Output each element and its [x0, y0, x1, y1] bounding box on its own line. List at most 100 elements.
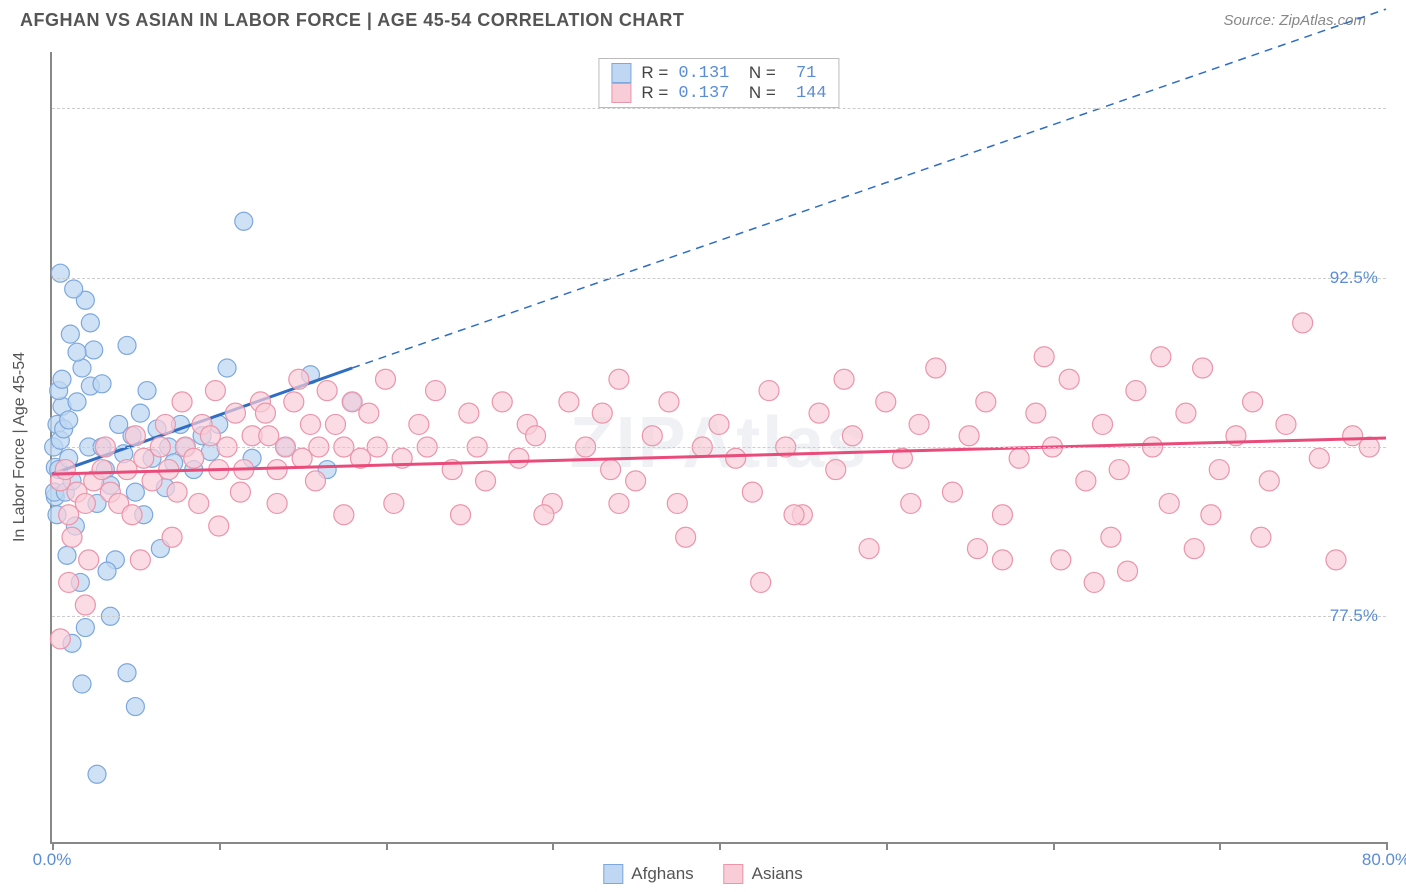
- scatter-point: [92, 460, 112, 480]
- scatter-point: [51, 264, 69, 282]
- scatter-point: [230, 482, 250, 502]
- gridline-horizontal: [52, 616, 1386, 617]
- scatter-point: [59, 572, 79, 592]
- legend-swatch: [611, 83, 631, 103]
- scatter-point: [126, 698, 144, 716]
- scatter-point: [659, 392, 679, 412]
- scatter-point: [826, 460, 846, 480]
- x-tick-label: 0.0%: [33, 850, 72, 870]
- scatter-point: [534, 505, 554, 525]
- scatter-point: [167, 482, 187, 502]
- scatter-point: [1293, 313, 1313, 333]
- scatter-point: [459, 403, 479, 423]
- plot-surface: 77.5%92.5%0.0%80.0%: [52, 52, 1386, 842]
- scatter-point: [1059, 369, 1079, 389]
- scatter-point: [751, 572, 771, 592]
- scatter-point: [842, 426, 862, 446]
- scatter-point: [235, 212, 253, 230]
- scatter-point: [317, 381, 337, 401]
- scatter-point: [155, 414, 175, 434]
- scatter-point: [959, 426, 979, 446]
- scatter-point: [68, 393, 86, 411]
- scatter-point: [1101, 527, 1121, 547]
- y-tick-label: 77.5%: [1330, 606, 1378, 626]
- x-tick: [1053, 842, 1055, 850]
- stat-r-value: 0.131: [678, 64, 729, 83]
- scatter-point: [1209, 460, 1229, 480]
- scatter-point: [130, 550, 150, 570]
- scatter-point: [409, 414, 429, 434]
- series-legend: AfghansAsians: [603, 864, 802, 884]
- scatter-point: [1151, 347, 1171, 367]
- scatter-point: [759, 381, 779, 401]
- scatter-point: [225, 403, 245, 423]
- x-tick-label: 80.0%: [1362, 850, 1406, 870]
- scatter-point: [75, 595, 95, 615]
- legend-swatch: [603, 864, 623, 884]
- scatter-point: [742, 482, 762, 502]
- y-tick-label: 92.5%: [1330, 268, 1378, 288]
- scatter-point: [1159, 493, 1179, 513]
- scatter-point: [876, 392, 896, 412]
- scatter-point: [305, 471, 325, 491]
- scatter-point: [609, 369, 629, 389]
- scatter-point: [676, 527, 696, 547]
- x-tick: [552, 842, 554, 850]
- scatter-point: [209, 516, 229, 536]
- scatter-point: [85, 341, 103, 359]
- stat-n-label: N =: [739, 63, 775, 83]
- scatter-point: [1126, 381, 1146, 401]
- scatter-point: [967, 539, 987, 559]
- legend-swatch: [724, 864, 744, 884]
- scatter-point: [992, 505, 1012, 525]
- scatter-point: [189, 493, 209, 513]
- scatter-point: [68, 343, 86, 361]
- scatter-point: [1309, 448, 1329, 468]
- scatter-point: [1251, 527, 1271, 547]
- scatter-point: [476, 471, 496, 491]
- scatter-point: [1326, 550, 1346, 570]
- stat-n-value: 71: [786, 64, 817, 83]
- gridline-horizontal: [52, 447, 1386, 448]
- scatter-point: [909, 414, 929, 434]
- scatter-point: [131, 404, 149, 422]
- scatter-point: [76, 619, 94, 637]
- trend-line-extrapolated: [352, 9, 1386, 368]
- scatter-point: [58, 546, 76, 564]
- correlation-legend: R =0.131 N = 71R =0.137 N = 144: [598, 58, 839, 108]
- scatter-point: [1009, 448, 1029, 468]
- scatter-point: [1201, 505, 1221, 525]
- legend-label: Asians: [752, 864, 803, 884]
- x-tick: [719, 842, 721, 850]
- scatter-point: [122, 505, 142, 525]
- scatter-point: [88, 765, 106, 783]
- scatter-point: [1118, 561, 1138, 581]
- scatter-point: [334, 505, 354, 525]
- scatter-point: [184, 448, 204, 468]
- scatter-point: [98, 562, 116, 580]
- scatter-point: [138, 382, 156, 400]
- scatter-point: [73, 675, 91, 693]
- chart-title: AFGHAN VS ASIAN IN LABOR FORCE | AGE 45-…: [20, 10, 684, 31]
- gridline-horizontal: [52, 108, 1386, 109]
- scatter-point: [834, 369, 854, 389]
- scatter-point: [75, 493, 95, 513]
- scatter-point: [62, 527, 82, 547]
- scatter-point: [1084, 572, 1104, 592]
- chart-header: AFGHAN VS ASIAN IN LABOR FORCE | AGE 45-…: [0, 0, 1406, 35]
- scatter-point: [809, 403, 829, 423]
- scatter-point: [126, 483, 144, 501]
- scatter-point: [218, 359, 236, 377]
- scatter-point: [53, 370, 71, 388]
- scatter-point: [81, 314, 99, 332]
- legend-swatch: [611, 63, 631, 83]
- x-tick: [1386, 842, 1388, 850]
- scatter-point: [901, 493, 921, 513]
- stat-r-value: 0.137: [678, 84, 729, 103]
- x-tick: [52, 842, 54, 850]
- scatter-point: [559, 392, 579, 412]
- scatter-point: [426, 381, 446, 401]
- scatter-point: [992, 550, 1012, 570]
- scatter-point: [1193, 358, 1213, 378]
- chart-plot-area: In Labor Force | Age 45-54 ZIPAtlas 77.5…: [50, 52, 1386, 844]
